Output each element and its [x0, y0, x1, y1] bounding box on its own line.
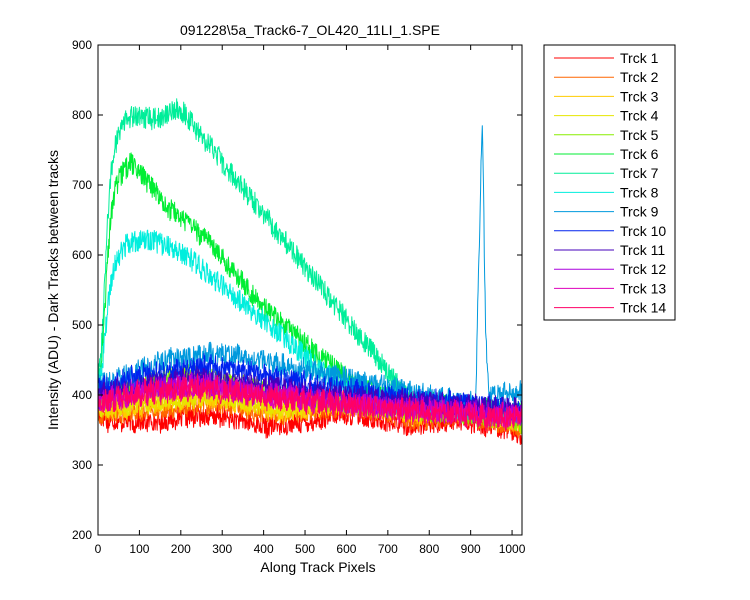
chart-title: 091228\5a_Track6-7_OL420_11LI_1.SPE	[180, 22, 440, 38]
legend-label-8: Trck 8	[620, 184, 659, 200]
legend-label-6: Trck 6	[620, 146, 659, 162]
x-tick-label: 700	[378, 542, 398, 556]
legend: Trck 1 Trck 2 Trck 3 Trck 4 Trck 5 Trck 6 Trck…	[543, 44, 676, 321]
x-tick-label: 900	[461, 542, 481, 556]
y-axis: 200 300 400 500 600 700 800 900	[72, 38, 522, 542]
x-tick-label: 1000	[499, 542, 526, 556]
y-tick-label: 700	[72, 178, 92, 192]
legend-label-12: Trck 12	[620, 261, 666, 277]
legend-label-5: Trck 5	[620, 127, 659, 143]
legend-label-9: Trck 9	[620, 204, 659, 220]
legend-label-10: Trck 10	[620, 223, 666, 239]
y-tick-label: 400	[72, 388, 92, 402]
legend-label-11: Trck 11	[620, 242, 665, 258]
series-line-1	[98, 404, 522, 445]
x-axis: 0 100 200 300 400 500 600 700 800 900 1000	[95, 45, 526, 556]
x-tick-label: 100	[129, 542, 149, 556]
legend-label-14: Trck 14	[620, 300, 666, 316]
y-tick-label: 500	[72, 318, 92, 332]
legend-box	[543, 44, 676, 321]
x-tick-label: 0	[95, 542, 102, 556]
x-tick-label: 600	[336, 542, 356, 556]
plot-frame	[97, 44, 523, 536]
y-tick-label: 300	[72, 458, 92, 472]
series-layer	[98, 98, 522, 445]
legend-label-2: Trck 2	[620, 69, 659, 85]
y-tick-label: 600	[72, 248, 92, 262]
y-axis-label: Intensity (ADU) - Dark Tracks between tr…	[45, 150, 61, 430]
y-tick-label: 900	[72, 38, 92, 52]
legend-label-4: Trck 4	[620, 108, 659, 124]
series-line-14	[98, 373, 522, 432]
x-tick-label: 500	[295, 542, 315, 556]
y-tick-label: 200	[72, 528, 92, 542]
legend-label-7: Trck 7	[620, 165, 659, 181]
x-tick-label: 800	[419, 542, 439, 556]
x-tick-label: 300	[212, 542, 232, 556]
x-tick-label: 400	[254, 542, 274, 556]
legend-label-3: Trck 3	[620, 88, 659, 104]
x-tick-label: 200	[171, 542, 191, 556]
x-axis-label: Along Track Pixels	[260, 559, 375, 575]
y-tick-label: 800	[72, 108, 92, 122]
legend-label-1: Trck 1	[620, 50, 659, 66]
legend-label-13: Trck 13	[620, 280, 666, 296]
